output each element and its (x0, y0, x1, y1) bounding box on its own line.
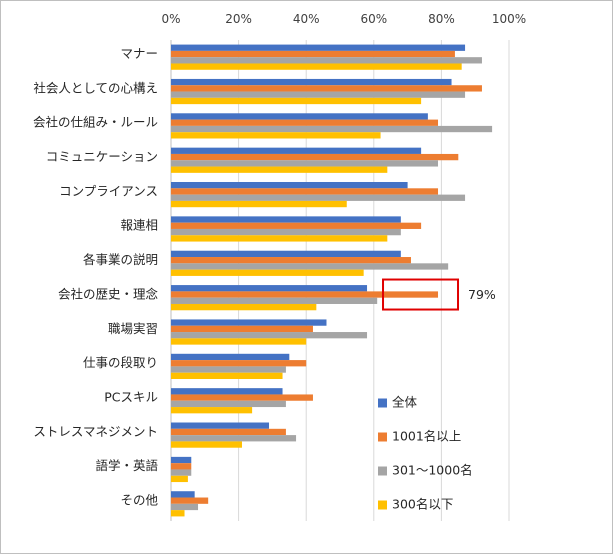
bar (171, 91, 466, 98)
legend-label: 301～1000名 (392, 463, 473, 478)
x-tick-label: 40% (293, 12, 320, 26)
legend-swatch (378, 432, 387, 442)
category-label: 仕事の段取り (83, 355, 158, 370)
bar (171, 303, 317, 311)
category-label: PCスキル (104, 390, 158, 405)
legend-swatch (378, 500, 387, 510)
legend-swatch (378, 398, 387, 408)
bar (171, 50, 455, 58)
category-label: 会社の歴史・理念 (58, 286, 159, 301)
bar (171, 400, 286, 408)
bar (171, 160, 439, 167)
category-label: コミュニケーション (46, 149, 158, 164)
bar (171, 119, 439, 126)
annotation-label: 79% (468, 287, 496, 302)
bar (171, 319, 327, 326)
bar (171, 147, 422, 154)
bar (171, 428, 286, 436)
bar (171, 332, 368, 339)
bar (171, 435, 297, 442)
bar (171, 44, 466, 51)
bar (171, 353, 290, 361)
x-tick-label: 60% (360, 12, 387, 26)
bar (171, 510, 185, 517)
bar (171, 475, 188, 483)
bar (171, 388, 283, 395)
bar (171, 63, 462, 70)
category-label: 会社の仕組み・ルール (33, 115, 158, 130)
bar (171, 113, 428, 120)
category-label: 報連相 (120, 218, 158, 233)
bar (171, 407, 253, 414)
bar (171, 132, 381, 139)
bar (171, 497, 209, 504)
bar (171, 250, 401, 258)
bar (171, 200, 347, 208)
bar (171, 153, 459, 161)
bar (171, 78, 452, 86)
category-label: 職場実習 (108, 321, 158, 336)
bar (171, 235, 388, 242)
bar (171, 463, 192, 470)
category-label: コンプライアンス (59, 183, 158, 198)
bar (171, 97, 422, 105)
bar (171, 269, 364, 276)
bar (171, 85, 482, 92)
legend-label: 全体 (392, 395, 418, 410)
bar (171, 228, 401, 236)
x-tick-label: 0% (161, 12, 180, 26)
bar (171, 338, 307, 345)
bar (171, 222, 422, 229)
bar (171, 297, 378, 304)
legend-label: 1001名以上 (392, 429, 461, 444)
x-tick-label: 80% (428, 12, 455, 26)
bar (171, 166, 388, 173)
x-tick-label: 20% (225, 12, 252, 26)
annotation-box (382, 278, 460, 311)
legend-label: 300名以下 (392, 497, 453, 512)
bar (171, 257, 411, 264)
legend-swatch (378, 466, 387, 476)
bar (171, 194, 466, 201)
bar (171, 422, 270, 429)
bar (171, 491, 195, 498)
category-label: 語学・英語 (95, 458, 158, 473)
bar (171, 57, 482, 64)
category-label: ストレスマネジメント (33, 424, 158, 439)
category-label: 社会人としての心構え (33, 80, 158, 95)
bar (171, 263, 449, 270)
bar (171, 182, 408, 189)
category-label: その他 (120, 493, 158, 508)
bar (171, 291, 439, 298)
bar (171, 188, 439, 195)
bar (171, 325, 313, 333)
bar (171, 503, 199, 511)
bar (171, 360, 307, 367)
bar (171, 366, 286, 373)
bar (171, 372, 283, 379)
bar (171, 394, 313, 401)
bar (171, 285, 368, 292)
category-label: マナー (120, 46, 158, 61)
bar (171, 456, 192, 464)
bar (171, 469, 192, 476)
bar (171, 216, 401, 223)
bar (171, 441, 242, 448)
x-tick-label: 100% (492, 12, 526, 26)
category-label: 各事業の説明 (83, 252, 158, 267)
bar (171, 125, 493, 133)
